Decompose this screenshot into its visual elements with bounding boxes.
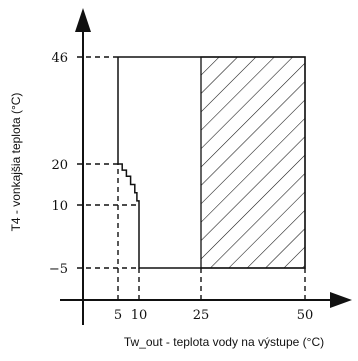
reference-lines xyxy=(77,56,306,300)
envelope-boundary xyxy=(117,56,306,269)
x-tick-label-5: 5 xyxy=(114,308,122,323)
y-tick-label-neg5: −5 xyxy=(49,262,68,277)
hatched-rect xyxy=(200,56,306,269)
axes xyxy=(60,8,352,325)
y-tick-label-46: 46 xyxy=(51,51,68,66)
x-axis-label: Tw_out - teplota vody na výstupe (°C) xyxy=(124,335,324,349)
x-tick-label-25: 25 xyxy=(193,308,210,323)
y-axis-label: T4 - vonkajšia teplota (°C) xyxy=(9,93,23,232)
hatched-region xyxy=(200,56,306,269)
y-tick-label-20: 20 xyxy=(51,158,68,173)
tick-labels: −5 10 20 46 5 10 25 50 xyxy=(49,51,313,323)
operating-envelope xyxy=(117,56,306,269)
x-axis-arrow xyxy=(330,292,352,308)
y-tick-label-10: 10 xyxy=(51,199,68,214)
x-tick-label-10: 10 xyxy=(131,308,148,323)
x-tick-label-50: 50 xyxy=(297,308,314,323)
y-axis-arrow xyxy=(75,8,91,32)
